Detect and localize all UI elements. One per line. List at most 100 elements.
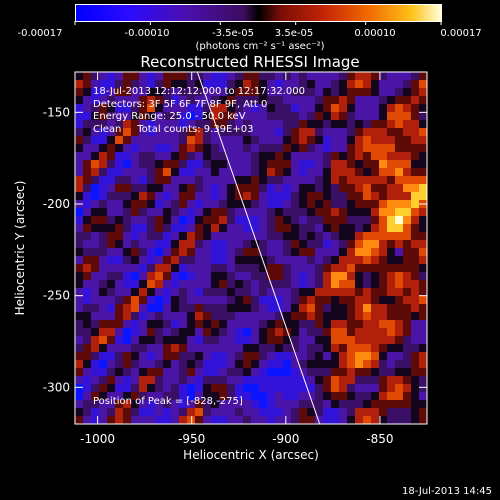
heatmap-cell (275, 408, 284, 417)
heatmap-cell (355, 416, 364, 424)
heatmap-cell (323, 264, 332, 273)
heatmap-cell (235, 216, 244, 225)
heatmap-cell (219, 360, 228, 369)
heatmap-cell (419, 416, 427, 424)
heatmap-cell (251, 280, 260, 289)
heatmap-cell (99, 72, 108, 81)
heatmap-cell (163, 184, 172, 193)
heatmap-cell (139, 168, 148, 177)
heatmap-cell (131, 248, 140, 257)
heatmap-cell (139, 136, 148, 145)
heatmap-cell (171, 416, 180, 424)
heatmap-cell (147, 160, 156, 169)
heatmap-cell (235, 224, 244, 233)
heatmap-cell (315, 328, 324, 337)
info-energy-range: Energy Range: 25.0 - 50.0 keV (93, 111, 246, 122)
heatmap-cell (371, 352, 380, 361)
heatmap-cell (371, 96, 380, 105)
heatmap-cell (307, 344, 316, 353)
heatmap-cell (339, 176, 348, 185)
heatmap-cell (275, 400, 284, 409)
heatmap-cell (75, 336, 84, 345)
heatmap-cell (83, 408, 92, 417)
heatmap-cell (419, 216, 427, 225)
heatmap-cell (115, 248, 124, 257)
heatmap-cell (251, 192, 260, 201)
heatmap-cell (331, 192, 340, 201)
heatmap-cell (243, 304, 252, 313)
heatmap-cell (395, 144, 404, 153)
heatmap-cell (363, 208, 372, 217)
heatmap-cell (363, 352, 372, 361)
heatmap-cell (107, 296, 116, 305)
heatmap-cell (83, 208, 92, 217)
heatmap-cell (267, 96, 276, 105)
heatmap-cell (267, 336, 276, 345)
heatmap-cell (139, 368, 148, 377)
heatmap-cell (379, 184, 388, 193)
heatmap-cell (315, 320, 324, 329)
heatmap-cell (323, 328, 332, 337)
heatmap-cell (123, 120, 132, 129)
heatmap-cell (115, 152, 124, 161)
heatmap-cell (371, 312, 380, 321)
heatmap-cell (147, 400, 156, 409)
heatmap-cell (155, 160, 164, 169)
heatmap-cell (219, 288, 228, 297)
heatmap-cell (243, 104, 252, 113)
heatmap-cell (387, 176, 396, 185)
heatmap-cell (75, 360, 84, 369)
heatmap-cell (131, 128, 140, 137)
heatmap-cell (259, 224, 268, 233)
heatmap-cell (315, 216, 324, 225)
heatmap-cell (227, 88, 236, 97)
heatmap-cell (283, 328, 292, 337)
heatmap-cell (107, 416, 116, 424)
heatmap-cell (187, 240, 196, 249)
heatmap-cell (379, 384, 388, 393)
heatmap-cell (275, 392, 284, 401)
heatmap-cell (339, 392, 348, 401)
heatmap-cell (195, 304, 204, 313)
heatmap-cell (323, 224, 332, 233)
heatmap-cell (283, 152, 292, 161)
heatmap-cell (227, 264, 236, 273)
heatmap-cell (403, 264, 412, 273)
heatmap-cell (307, 304, 316, 313)
heatmap-cell (195, 320, 204, 329)
heatmap-cell (219, 224, 228, 233)
heatmap-cell (275, 112, 284, 121)
heatmap-cell (347, 192, 356, 201)
heatmap-cell (115, 304, 124, 313)
heatmap-cell (179, 408, 188, 417)
heatmap-cell (291, 72, 300, 81)
heatmap-cell (291, 312, 300, 321)
heatmap-cell (75, 392, 84, 401)
heatmap-cell (347, 200, 356, 209)
heatmap-cell (403, 184, 412, 193)
heatmap-cell (259, 336, 268, 345)
heatmap-cell (411, 392, 420, 401)
heatmap-cell (347, 216, 356, 225)
heatmap-cell (211, 408, 220, 417)
heatmap-cell (243, 176, 252, 185)
heatmap-cell (155, 400, 164, 409)
heatmap-cell (291, 352, 300, 361)
heatmap-cell (387, 368, 396, 377)
heatmap-cell (155, 168, 164, 177)
heatmap-cell (211, 368, 220, 377)
heatmap-cell (147, 416, 156, 424)
heatmap-cell (155, 352, 164, 361)
heatmap-cell (219, 184, 228, 193)
heatmap-cell (155, 384, 164, 393)
heatmap-cell (179, 272, 188, 281)
heatmap-cell (403, 384, 412, 393)
heatmap-cell (115, 296, 124, 305)
heatmap-cell (107, 88, 116, 97)
heatmap-cell (323, 144, 332, 153)
heatmap-cell (203, 128, 212, 137)
heatmap-cell (211, 160, 220, 169)
heatmap-cell (171, 384, 180, 393)
heatmap-cell (355, 336, 364, 345)
heatmap-cell (235, 408, 244, 417)
